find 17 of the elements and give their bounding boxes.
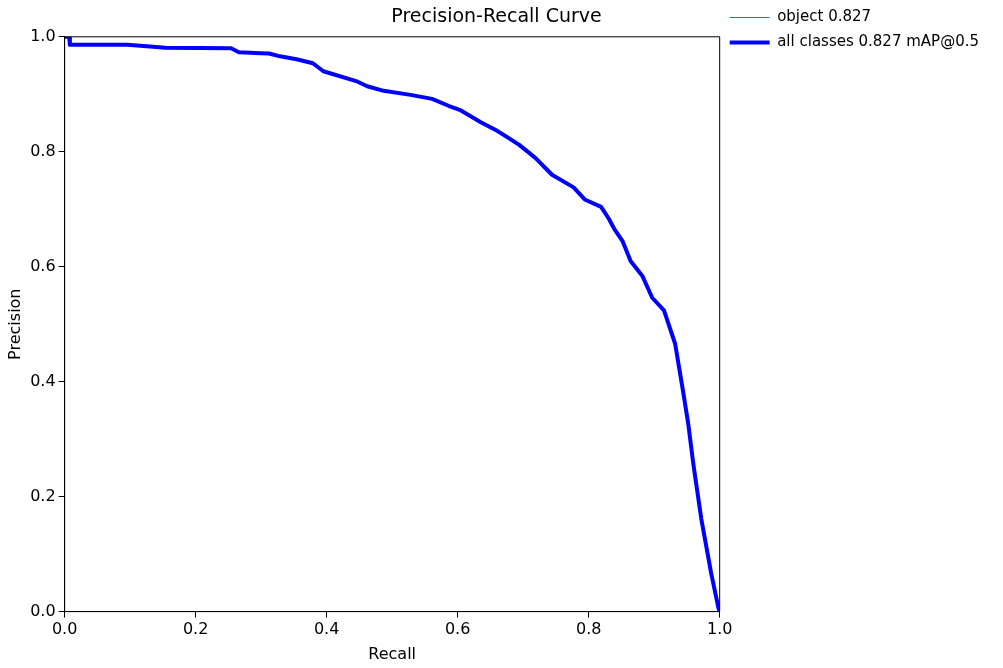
legend-label: all classes 0.827 mAP@0.5: [777, 32, 979, 51]
legend-label: object 0.827: [777, 7, 872, 26]
y-tick-label: 0.6: [30, 255, 56, 275]
y-tick-label: 0.8: [30, 140, 56, 160]
x-axis-title: Recall: [368, 643, 417, 663]
y-axis-title: Precision: [4, 288, 24, 360]
chart-title: Precision-Recall Curve: [391, 4, 602, 27]
y-tick-label: 0.0: [30, 600, 56, 620]
x-tick-label: 0.0: [51, 619, 78, 639]
x-tick-label: 0.4: [313, 619, 340, 639]
y-tick-label: 0.2: [30, 485, 56, 505]
y-tick-label: 0.4: [30, 370, 56, 390]
x-tick-label: 1.0: [706, 619, 733, 639]
x-tick-label: 0.2: [182, 619, 209, 639]
x-tick-label: 0.8: [575, 619, 602, 639]
x-tick-label: 0.6: [444, 619, 471, 639]
y-tick-label: 1.0: [30, 25, 56, 45]
